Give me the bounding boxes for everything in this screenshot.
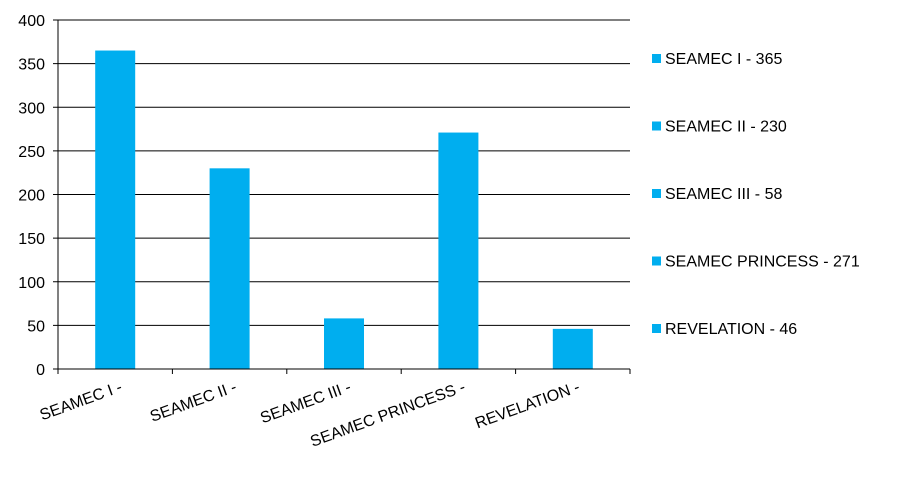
bar bbox=[438, 132, 479, 369]
bar bbox=[209, 168, 250, 369]
y-tick-label: 350 bbox=[18, 57, 45, 74]
bars bbox=[95, 50, 593, 369]
legend-label: SEAMEC I - 365 bbox=[665, 51, 782, 68]
y-tick-label: 200 bbox=[18, 188, 45, 205]
bar bbox=[324, 318, 364, 369]
x-category-label: SEAMEC III - bbox=[258, 379, 353, 428]
legend-swatch bbox=[652, 54, 661, 63]
legend-swatch bbox=[652, 324, 661, 333]
y-tick-label: 0 bbox=[36, 362, 45, 379]
y-tick-label: 250 bbox=[18, 144, 45, 161]
y-tick-label: 50 bbox=[27, 318, 45, 335]
legend-swatch bbox=[652, 256, 661, 266]
legend-label: SEAMEC PRINCESS - 271 bbox=[665, 254, 860, 271]
bar bbox=[552, 328, 593, 369]
y-tick-label: 150 bbox=[18, 231, 45, 248]
legend-swatch bbox=[652, 189, 661, 198]
legend-label: REVELATION - 46 bbox=[665, 321, 797, 338]
bar bbox=[95, 50, 136, 369]
y-axis-tick-labels: 0 50 100 150 200 250 300 350 400 bbox=[18, 13, 45, 379]
axes bbox=[53, 19, 631, 374]
legend-label: SEAMEC III - 58 bbox=[665, 186, 782, 203]
legend-label: SEAMEC II - 230 bbox=[665, 119, 787, 136]
legend: SEAMEC I - 365 SEAMEC II - 230 SEAMEC III … bbox=[652, 51, 860, 338]
x-category-label: REVELATION - bbox=[473, 379, 582, 433]
x-category-label: SEAMEC II - bbox=[148, 379, 239, 426]
x-axis-category-labels: SEAMEC I - SEAMEC II - SEAMEC III -SEAMEC … bbox=[38, 379, 582, 451]
y-tick-label: 100 bbox=[18, 275, 45, 292]
y-tick-label: 300 bbox=[18, 100, 45, 117]
x-category-label: SEAMEC I - bbox=[38, 379, 125, 424]
gridlines bbox=[58, 19, 630, 326]
legend-swatch bbox=[652, 121, 661, 131]
y-tick-label: 400 bbox=[18, 13, 45, 30]
